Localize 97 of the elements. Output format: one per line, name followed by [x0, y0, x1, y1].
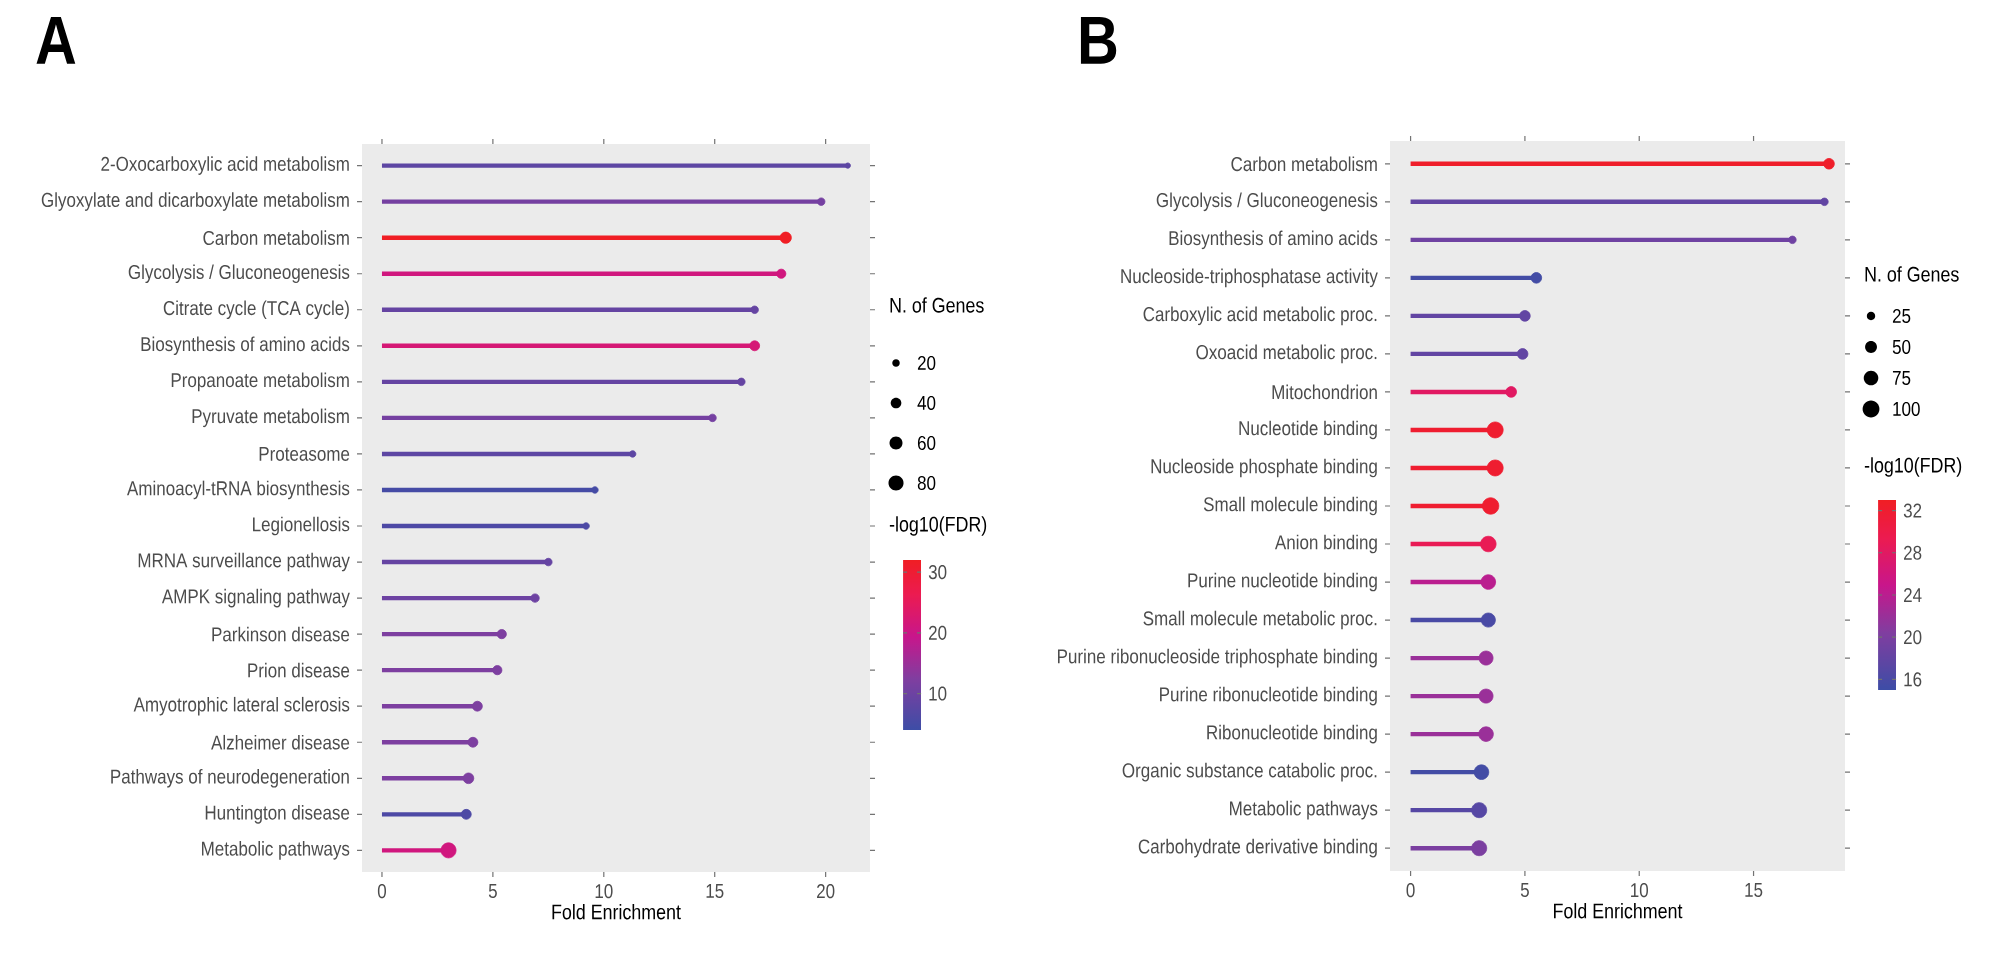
x-tick-label: 10 [595, 884, 613, 899]
y-tick-label: Propanoate metabolism [171, 372, 349, 392]
point [750, 305, 759, 314]
y-tick-label: Nucleotide binding [1239, 420, 1377, 440]
y-tick-label: Carbon metabolism [203, 230, 349, 246]
y-tick-label: Nucleoside phosphate binding [1151, 458, 1377, 478]
y-tick-label: Legionellosis [253, 516, 350, 536]
legend-title: N. of Genes [890, 297, 984, 313]
y-tick-label: Purine ribonucleoside triphosphate binding [1057, 648, 1377, 668]
point [1486, 459, 1504, 477]
legend-title: N. of Genes [1865, 266, 1959, 282]
color-bar-label: 30 [928, 565, 947, 580]
y-tick-label: AMPK signaling pathway [161, 588, 350, 608]
x-tick-label: 0 [1406, 883, 1415, 898]
y-tick-label: Ribonucleotide binding [1207, 724, 1377, 744]
point [1478, 726, 1494, 742]
x-tick-label: 10 [1631, 883, 1649, 898]
point [776, 268, 787, 279]
point [472, 700, 483, 712]
legend-label: 40 [917, 395, 936, 411]
y-tick-label: Metabolic pathways [1230, 800, 1378, 820]
y-tick-label: Mitochondrion [1272, 384, 1377, 400]
point [1486, 421, 1504, 439]
y-tick-label: Small molecule binding [1203, 496, 1377, 516]
y-tick-label: Anion binding [1274, 534, 1377, 554]
point [708, 413, 717, 423]
y-tick-label: Proteasome [259, 446, 350, 461]
color-bar-label: 20 [928, 625, 947, 640]
point [1473, 764, 1490, 780]
color-bar-label: 24 [1904, 588, 1922, 602]
legend-label: 50 [1892, 339, 1911, 355]
y-tick-label: Carbon metabolism [1231, 156, 1377, 172]
legend-label: 80 [917, 475, 936, 491]
point [1480, 612, 1496, 628]
y-tick-label: Biosynthesis of amino acids [1169, 230, 1378, 250]
x-tick-label: 5 [488, 884, 497, 899]
point [496, 629, 507, 640]
x-tick-label: 20 [817, 884, 835, 899]
point [1480, 535, 1497, 553]
color-bar-label: 32 [1903, 503, 1922, 518]
y-tick-label: Citrate cycle (TCA cycle) [163, 300, 349, 320]
point [1478, 688, 1494, 704]
legend-label: 75 [1892, 370, 1911, 385]
point [749, 340, 761, 352]
color-bar-title: -log10(FDR) [889, 516, 987, 536]
y-tick-label: Prion disease [248, 662, 350, 678]
x-tick-label: 15 [1745, 883, 1763, 898]
y-tick-label: Pyruvate metabolism [192, 408, 349, 428]
point [737, 377, 746, 387]
chart-title: B [1080, 17, 1117, 64]
y-tick-label: Purine ribonucleotide binding [1160, 686, 1377, 706]
point [530, 593, 540, 603]
color-bar-label: 28 [1904, 545, 1922, 560]
color-bar-label: 16 [1904, 672, 1922, 687]
y-tick-label: Oxoacid metabolic proc. [1196, 344, 1377, 364]
point [1471, 802, 1488, 819]
y-tick-label: Glyoxylate and dicarboxylate metabolism [41, 192, 349, 211]
point [467, 736, 479, 748]
legend-label: 25 [1892, 308, 1911, 324]
point [544, 557, 553, 567]
y-tick-label: Biosynthesis of amino acids [141, 336, 350, 356]
y-tick-label: Huntington disease [205, 805, 350, 824]
legend-label: 60 [917, 435, 936, 451]
y-tick-label: MRNA surveillance pathway [138, 552, 350, 572]
y-tick-label: Alzheimer disease [211, 734, 350, 750]
point [1482, 497, 1500, 515]
y-tick-label: Metabolic pathways [202, 841, 350, 860]
legend-label: 20 [917, 355, 936, 371]
point [460, 808, 472, 820]
point [1471, 840, 1488, 857]
color-bar-title: -log10(FDR) [1864, 457, 1962, 477]
x-tick-label: 5 [1520, 883, 1529, 898]
y-tick-label: Purine nucleotide binding [1188, 572, 1377, 592]
x-tick-label: 0 [377, 884, 387, 899]
color-bar-label: 10 [929, 686, 947, 701]
chart-title: A [36, 17, 76, 64]
point [1478, 650, 1494, 666]
y-tick-label: Glycolysis / Gluconeogenesis [128, 264, 350, 284]
y-tick-label: Pathways of neurodegeneration [111, 768, 349, 788]
y-tick-label: Glycolysis / Gluconeogenesis [1156, 192, 1378, 212]
y-tick-label: 2-Oxocarboxylic acid metabolism [101, 156, 349, 175]
point [817, 197, 826, 206]
x-axis-title: Fold Enrichment [1554, 902, 1683, 919]
y-tick-label: Aminoacyl-tRNA biosynthesis [127, 480, 350, 500]
point [492, 665, 503, 676]
y-tick-label: Organic substance catabolic proc. [1122, 762, 1377, 782]
x-axis-title: Fold Enrichment [552, 903, 681, 920]
x-tick-label: 15 [706, 884, 724, 899]
color-bar-label: 20 [1904, 630, 1922, 645]
y-tick-label: Parkinson disease [212, 626, 350, 642]
y-tick-label: Carbohydrate derivative binding [1138, 838, 1377, 858]
y-tick-label: Nucleoside-triphosphatase activity [1121, 268, 1378, 288]
y-tick-label: Amyotrophic lateral sclerosis [133, 696, 350, 716]
y-tick-label: Small molecule metabolic proc. [1143, 610, 1377, 630]
y-tick-label: Carboxylic acid metabolic proc. [1143, 306, 1377, 326]
legend-label: 100 [1893, 401, 1920, 417]
point [1480, 574, 1497, 590]
